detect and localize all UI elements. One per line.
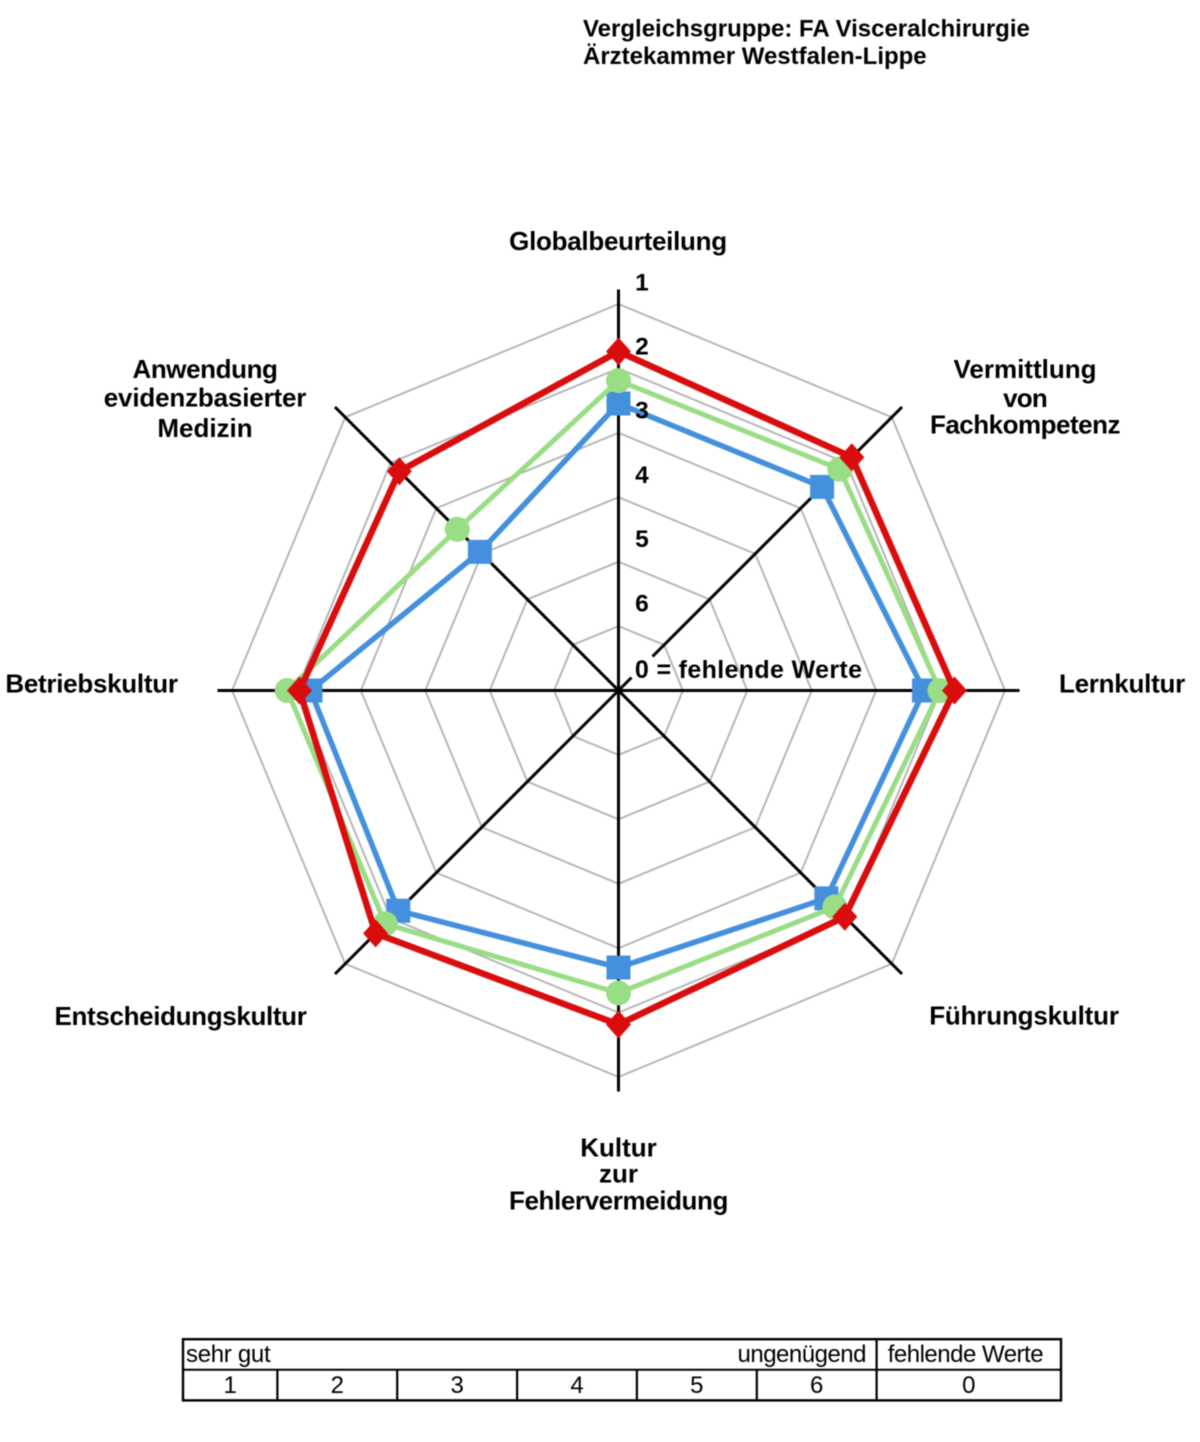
svg-text:ungenügend: ungenügend [738,1341,866,1368]
svg-text:zur: zur [599,1159,638,1189]
svg-text:Führungskultur: Führungskultur [929,1001,1119,1031]
svg-text:Kultur: Kultur [580,1133,657,1163]
svg-text:Fachkompetenz: Fachkompetenz [930,410,1121,440]
svg-text:Vermittlung: Vermittlung [953,354,1096,384]
svg-text:Lernkultur: Lernkultur [1059,669,1185,699]
svg-text:4: 4 [570,1372,583,1399]
svg-text:0: 0 [962,1372,975,1399]
svg-text:1: 1 [635,269,649,296]
svg-text:fehlende Werte: fehlende Werte [888,1341,1043,1368]
svg-text:4: 4 [635,462,649,489]
svg-text:6: 6 [810,1372,823,1399]
svg-text:evidenzbasierter: evidenzbasierter [104,383,307,413]
svg-text:0 = fehlende Werte: 0 = fehlende Werte [635,656,862,684]
svg-text:6: 6 [635,590,649,617]
svg-text:5: 5 [690,1372,703,1399]
svg-text:Entscheidungskultur: Entscheidungskultur [55,1001,307,1031]
svg-text:5: 5 [635,526,649,553]
svg-text:1: 1 [224,1372,237,1399]
svg-text:Medizin: Medizin [157,413,252,443]
svg-text:Ärztekammer Westfalen-Lippe: Ärztekammer Westfalen-Lippe [583,43,927,70]
svg-text:sehr gut: sehr gut [186,1341,271,1368]
svg-text:2: 2 [635,334,649,361]
svg-text:2: 2 [331,1372,344,1399]
svg-text:Anwendung: Anwendung [132,354,277,384]
svg-text:von: von [1003,383,1047,413]
svg-text:Betriebskultur: Betriebskultur [5,669,178,699]
svg-text:Fehlervermeidung: Fehlervermeidung [509,1186,728,1216]
svg-text:3: 3 [635,398,649,425]
svg-text:Globalbeurteilung: Globalbeurteilung [509,226,727,256]
svg-text:Vergleichsgruppe: FA Visceralc: Vergleichsgruppe: FA Visceralchirurgie [583,16,1030,43]
svg-text:3: 3 [450,1372,463,1399]
